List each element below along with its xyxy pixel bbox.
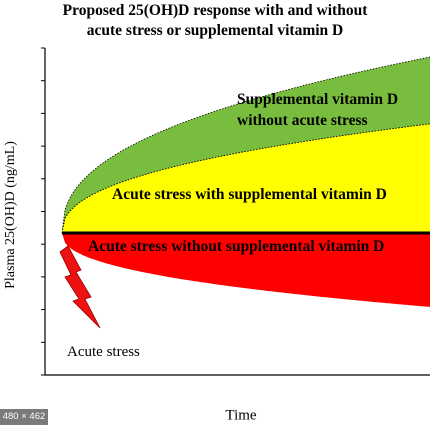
band-stress-no-supplement (62, 233, 430, 307)
band-stress-with-supplement (61, 123, 430, 234)
y-axis-ticks (41, 47, 45, 376)
chart-title-line-1: Proposed 25(OH)D response with and witho… (62, 2, 368, 19)
annotation-acute-stress: Acute stress (67, 344, 140, 360)
series-label-green-line-1: Supplemental vitamin D (237, 91, 398, 108)
chart-title: Proposed 25(OH)D response with and witho… (0, 1, 430, 41)
x-axis-label: Time (225, 407, 257, 424)
series-label-red: Acute stress without supplemental vitami… (88, 238, 384, 255)
series-label-green-line-2: without acute stress (237, 112, 368, 129)
series-label-yellow: Acute stress with supplemental vitamin D (112, 186, 387, 203)
image-size-badge: 480 × 462 (0, 409, 48, 425)
chart-title-line-2: acute stress or supplemental vitamin D (86, 22, 344, 39)
acute-stress-bolt-icon (59, 245, 101, 329)
